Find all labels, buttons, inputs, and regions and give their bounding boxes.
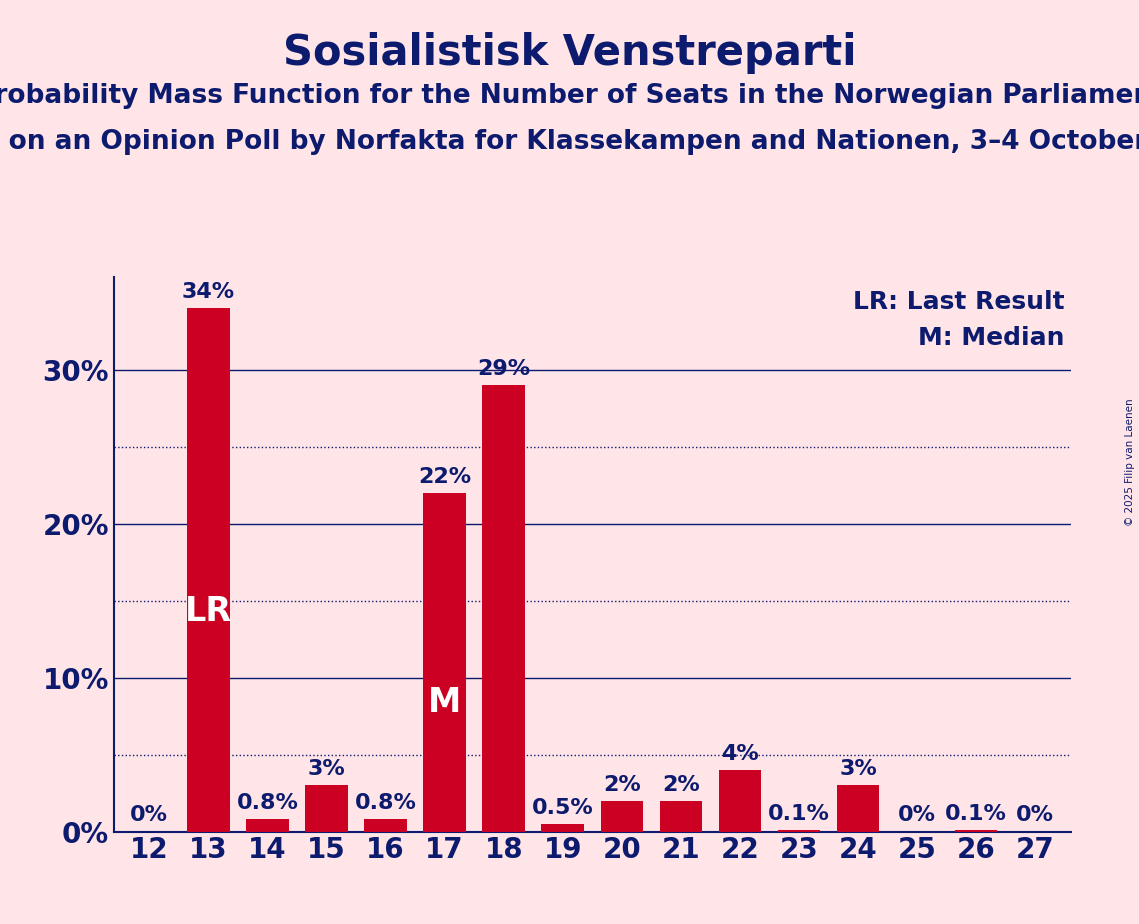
Bar (541, 824, 584, 832)
Text: 3%: 3% (839, 760, 877, 779)
Text: 0.1%: 0.1% (945, 804, 1007, 824)
Bar (305, 785, 347, 832)
Bar (659, 801, 702, 832)
Bar (424, 492, 466, 832)
Text: 3%: 3% (308, 760, 345, 779)
Bar (600, 801, 644, 832)
Text: 0.8%: 0.8% (237, 793, 298, 813)
Text: M: M (428, 687, 461, 720)
Bar (187, 308, 230, 832)
Text: 4%: 4% (721, 744, 759, 764)
Bar (954, 830, 998, 832)
Text: LR: LR (185, 595, 232, 628)
Bar (837, 785, 879, 832)
Bar (246, 820, 288, 832)
Text: 0%: 0% (899, 806, 936, 825)
Bar (719, 770, 761, 832)
Text: 22%: 22% (418, 467, 472, 487)
Text: Probability Mass Function for the Number of Seats in the Norwegian Parliament: Probability Mass Function for the Number… (0, 83, 1139, 109)
Text: 0.8%: 0.8% (354, 793, 417, 813)
Text: 0.5%: 0.5% (532, 797, 593, 818)
Text: 0.1%: 0.1% (768, 804, 830, 824)
Bar (364, 820, 407, 832)
Text: 0%: 0% (1016, 806, 1055, 825)
Text: Based on an Opinion Poll by Norfakta for Klassekampen and Nationen, 3–4 October : Based on an Opinion Poll by Norfakta for… (0, 129, 1139, 155)
Text: © 2025 Filip van Laenen: © 2025 Filip van Laenen (1125, 398, 1134, 526)
Text: M: Median: M: Median (918, 326, 1065, 350)
Text: 2%: 2% (662, 774, 699, 795)
Text: Sosialistisk Venstreparti: Sosialistisk Venstreparti (282, 32, 857, 74)
Text: LR: Last Result: LR: Last Result (853, 289, 1065, 313)
Text: 0%: 0% (130, 806, 169, 825)
Text: 29%: 29% (477, 359, 531, 379)
Text: 2%: 2% (603, 774, 640, 795)
Bar (483, 385, 525, 832)
Text: 34%: 34% (182, 282, 235, 302)
Bar (778, 830, 820, 832)
